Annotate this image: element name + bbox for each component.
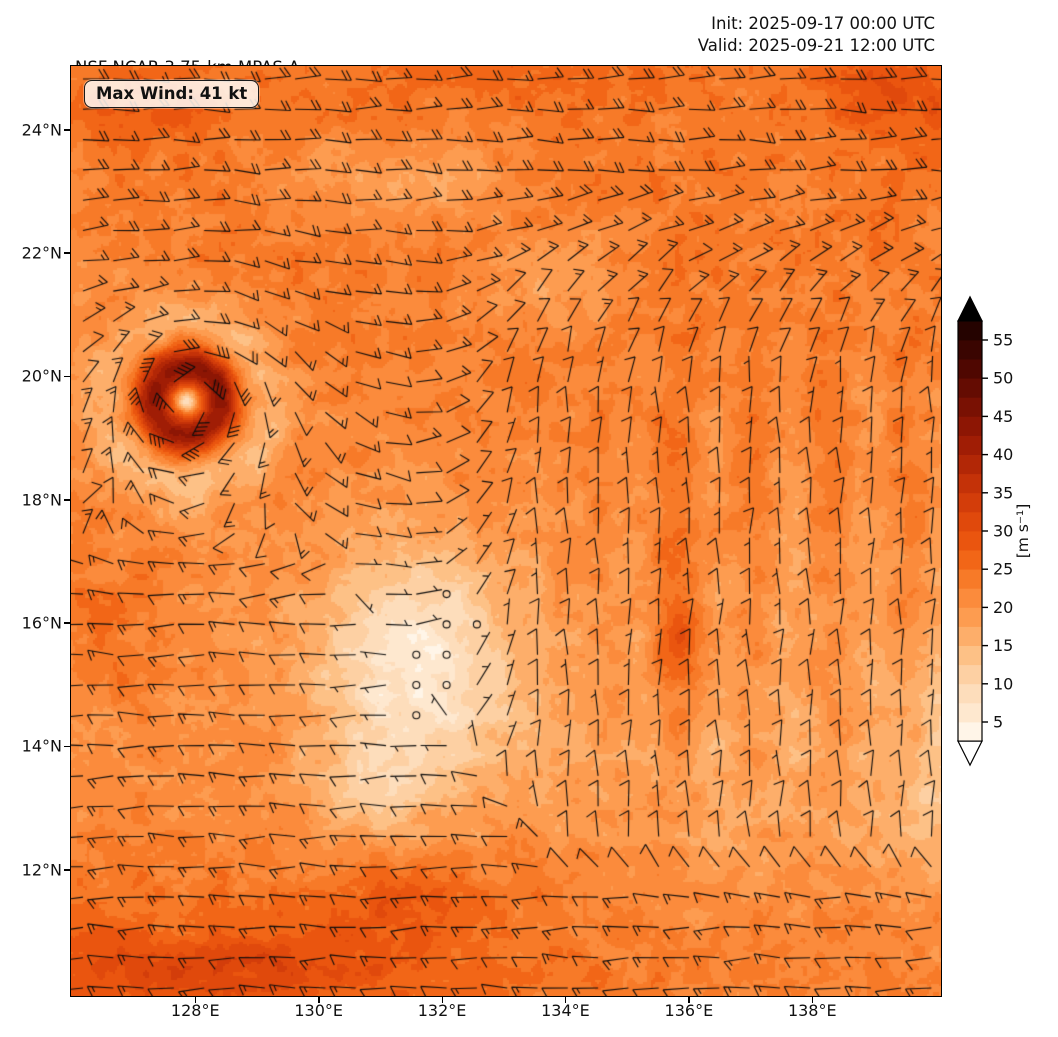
colorbar-tick-label: 50 <box>993 369 1013 388</box>
colorbar-segment <box>958 340 982 360</box>
colorbar: 5 10 15 20 25 30 35 40 45 50 55 [m s⁻¹] <box>957 295 1032 767</box>
colorbar-segment <box>958 722 982 742</box>
colorbar-segment <box>958 416 982 436</box>
colorbar-segment <box>958 397 982 417</box>
y-tick-mark <box>64 252 70 254</box>
colorbar-under-arrow <box>957 740 983 767</box>
y-tick-mark <box>64 499 70 501</box>
colorbar-segment <box>958 664 982 685</box>
x-tick-mark <box>811 997 814 1003</box>
colorbar-tick-label: 5 <box>993 713 1003 732</box>
x-tick-label: 138°E <box>787 1001 837 1020</box>
y-tick-mark <box>64 129 70 131</box>
y-tick-label: 12°N <box>21 860 62 880</box>
x-tick-label: 136°E <box>664 1001 714 1020</box>
shear-field-canvas <box>71 66 941 996</box>
y-tick-label: 16°N <box>21 613 62 633</box>
map-plot-area: Max Wind: 41 kt <box>70 65 942 997</box>
x-tick-label: 132°E <box>417 1001 467 1020</box>
colorbar-segment <box>958 683 982 704</box>
y-tick-mark <box>64 622 70 624</box>
colorbar-segment <box>958 492 982 513</box>
colorbar-segment <box>958 645 982 666</box>
x-tick-label: 130°E <box>294 1001 343 1020</box>
y-tick-mark <box>64 869 70 871</box>
colorbar-segment <box>958 531 982 551</box>
y-tick-label: 22°N <box>21 243 62 263</box>
colorbar-tick-label: 30 <box>993 522 1013 541</box>
colorbar-segment <box>958 626 982 646</box>
x-tick-mark <box>441 997 444 1003</box>
x-tick-mark <box>688 997 690 1003</box>
x-tick-label: 134°E <box>541 1001 590 1020</box>
colorbar-segment <box>958 511 982 532</box>
y-tick-label: 18°N <box>21 490 62 510</box>
colorbar-segment <box>958 435 982 455</box>
max-wind-badge: Max Wind: 41 kt <box>84 80 260 108</box>
colorbar-segment <box>958 320 982 341</box>
colorbar-segment <box>958 378 982 398</box>
x-tick-mark <box>318 997 320 1003</box>
colorbar-segment <box>958 588 982 608</box>
y-tick-label: 14°N <box>21 736 62 756</box>
init-time-label: Init: 2025-09-17 00:00 UTC <box>711 14 935 33</box>
colorbar-tick-label: 20 <box>993 598 1013 617</box>
colorbar-segment <box>958 702 982 723</box>
run-time-info: Init: 2025-09-17 00:00 UTC Valid: 2025-0… <box>698 13 935 57</box>
y-tick-label: 20°N <box>21 366 62 386</box>
colorbar-segment <box>958 454 982 475</box>
x-tick-mark <box>564 997 567 1003</box>
colorbar-over-arrow <box>957 295 983 322</box>
y-tick-mark <box>64 375 70 378</box>
x-tick-label: 128°E <box>170 1001 220 1020</box>
y-tick-label: 24°N <box>21 120 62 140</box>
colorbar-segment <box>958 550 982 570</box>
colorbar-tick-label: 35 <box>993 483 1013 502</box>
colorbar-segment <box>958 359 982 379</box>
colorbar-tick-label: 10 <box>993 674 1013 693</box>
colorbar-segment <box>958 473 982 494</box>
colorbar-unit-label: [m s⁻¹] <box>1014 504 1032 559</box>
colorbar-tick-label: 25 <box>993 560 1013 579</box>
colorbar-tick-label: 45 <box>993 407 1013 426</box>
colorbar-tick-label: 15 <box>993 636 1013 655</box>
y-tick-mark <box>64 745 70 748</box>
valid-time-label: Valid: 2025-09-21 12:00 UTC <box>697 36 935 55</box>
x-tick-mark <box>194 997 197 1003</box>
colorbar-tick-label: 40 <box>993 445 1013 464</box>
colorbar-segment <box>958 607 982 627</box>
colorbar-tick-label: 55 <box>993 331 1013 350</box>
colorbar-segment <box>958 569 982 589</box>
